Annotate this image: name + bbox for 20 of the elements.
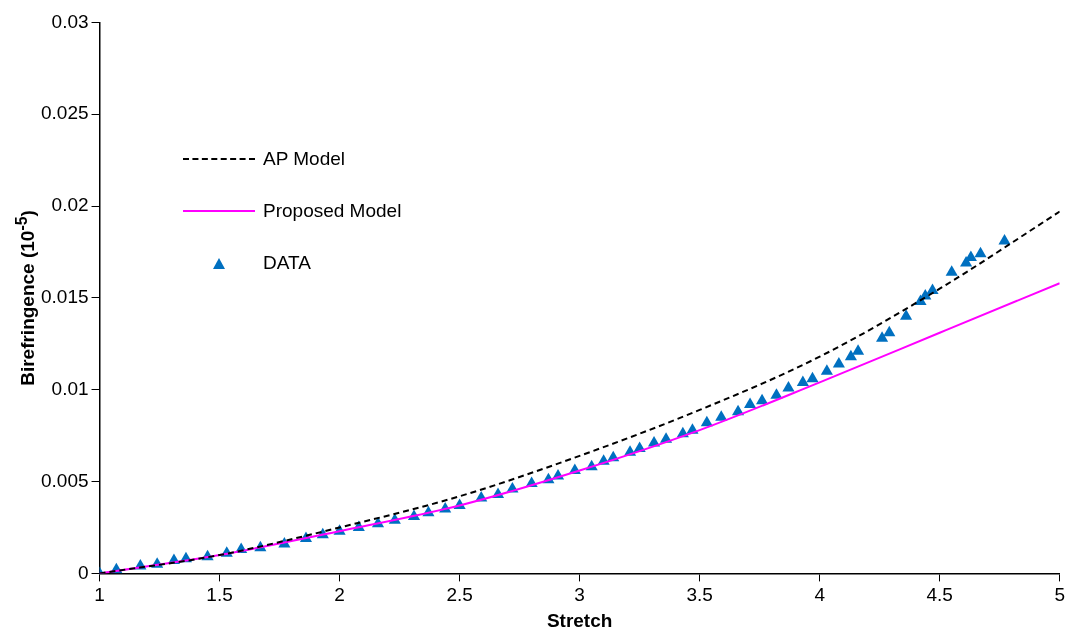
x-tick-label: 1 (94, 584, 105, 606)
x-tick-label: 4 (814, 584, 826, 606)
y-tick-label: 0.015 (41, 286, 89, 308)
x-tick-label: 3 (574, 584, 585, 606)
y-tick-label: 0.01 (51, 377, 89, 399)
x-tick-label: 2.5 (446, 584, 473, 606)
x-tick-label: 4.5 (926, 584, 953, 606)
y-tick-label: 0.025 (41, 102, 89, 124)
y-tick-label: 0 (77, 561, 89, 583)
x-tick-label: 5 (1054, 584, 1066, 606)
x-axis-title: Stretch (546, 609, 613, 631)
y-tick-label: 0.02 (51, 194, 89, 216)
legend-label: AP Model (263, 148, 346, 170)
x-tick-label: 3.5 (686, 584, 713, 606)
y-tick-label: 0.03 (51, 10, 89, 32)
x-tick-label: 2 (334, 584, 345, 606)
x-tick-label: 1.5 (206, 584, 233, 606)
y-tick-label: 0.005 (41, 469, 89, 491)
legend-label: Proposed Model (263, 200, 402, 222)
legend-label: DATA (263, 252, 311, 274)
